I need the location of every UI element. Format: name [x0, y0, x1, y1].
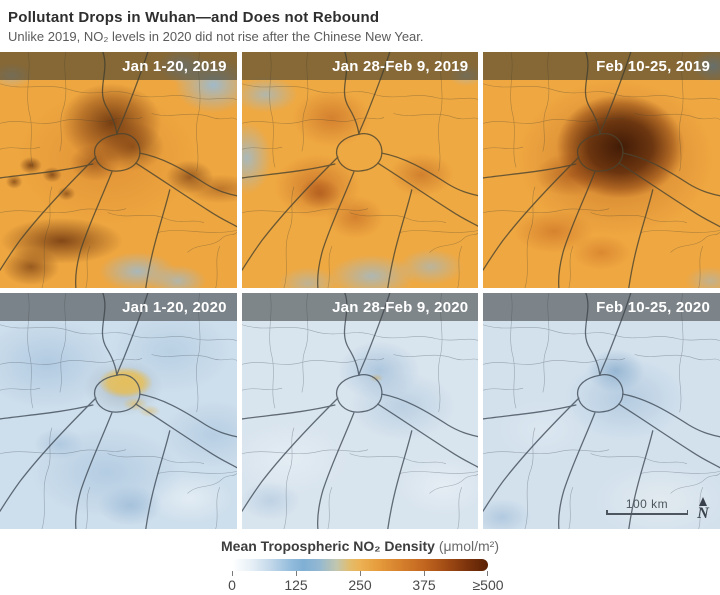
panel-date-label: Feb 10-25, 2019: [596, 57, 710, 75]
page-subtitle: Unlike 2019, NO₂ levels in 2020 did not …: [8, 29, 424, 44]
road-network: [241, 293, 479, 529]
colorbar-labels: 0 125 250 375 ≥500: [228, 577, 503, 594]
road-network: [241, 52, 479, 288]
legend-title-text: Mean Tropospheric NO₂ Density: [221, 538, 435, 554]
panel-date-band: Jan 28-Feb 9, 2019: [241, 52, 479, 80]
legend: Mean Tropospheric NO₂ Density (μmol/m²) …: [0, 538, 720, 594]
panel-date-band: Feb 10-25, 2020: [483, 293, 720, 321]
map-panel-2020-jan1-20: Jan 1-20, 2020: [0, 293, 237, 529]
panel-date-label: Jan 1-20, 2020: [122, 298, 227, 316]
panel-date-label: Jan 28-Feb 9, 2020: [332, 298, 469, 316]
map-panel-2020-jan28-feb9: Jan 28-Feb 9, 2020: [241, 293, 479, 529]
colorbar-ticks: [232, 571, 488, 576]
tick-mark: [232, 571, 233, 576]
road-network: [483, 293, 720, 529]
north-label: N: [697, 505, 709, 522]
panel-date-band: Feb 10-25, 2019: [483, 52, 720, 80]
panel-date-label: Jan 28-Feb 9, 2019: [332, 57, 469, 75]
page-title: Pollutant Drops in Wuhan—and Does not Re…: [8, 9, 380, 26]
panel-date-label: Feb 10-25, 2020: [596, 298, 710, 316]
road-network: [0, 52, 237, 288]
tick-label: 125: [284, 577, 308, 593]
north-arrow: N: [694, 497, 712, 522]
tick-label: 375: [412, 577, 436, 593]
tick-mark: [424, 571, 425, 576]
tick-label: ≥500: [472, 577, 504, 593]
map-panel-2019-jan28-feb9: Jan 28-Feb 9, 2019: [241, 52, 479, 288]
legend-units: (μmol/m²): [438, 538, 499, 554]
map-panel-2019-jan1-20: Jan 1-20, 2019: [0, 52, 237, 288]
map-grid: Jan 1-20, 2019 Jan 28-Feb 9, 2019 Feb 10…: [0, 52, 720, 529]
panel-date-band: Jan 28-Feb 9, 2020: [241, 293, 479, 321]
road-network: [0, 293, 237, 529]
scale-line: [606, 510, 688, 515]
north-arrow-icon: [699, 497, 707, 506]
map-scale-bar: 100 km: [606, 497, 688, 515]
legend-title: Mean Tropospheric NO₂ Density (μmol/m²): [0, 538, 720, 554]
tick-label: 250: [348, 577, 372, 593]
panel-date-label: Jan 1-20, 2019: [122, 57, 227, 75]
panel-date-band: Jan 1-20, 2020: [0, 293, 237, 321]
map-panel-2020-feb10-25: Feb 10-25, 2020 100 km N: [483, 293, 720, 529]
title-block: Pollutant Drops in Wuhan—and Does not Re…: [0, 0, 720, 52]
tick-label: 0: [228, 577, 236, 593]
tick-mark: [360, 571, 361, 576]
map-panel-2019-feb10-25: Feb 10-25, 2019: [483, 52, 720, 288]
scale-label: 100 km: [625, 497, 669, 511]
panel-date-band: Jan 1-20, 2019: [0, 52, 237, 80]
tick-mark: [486, 571, 488, 576]
tick-mark: [296, 571, 297, 576]
colorbar: [232, 559, 488, 571]
road-network: [483, 52, 720, 288]
